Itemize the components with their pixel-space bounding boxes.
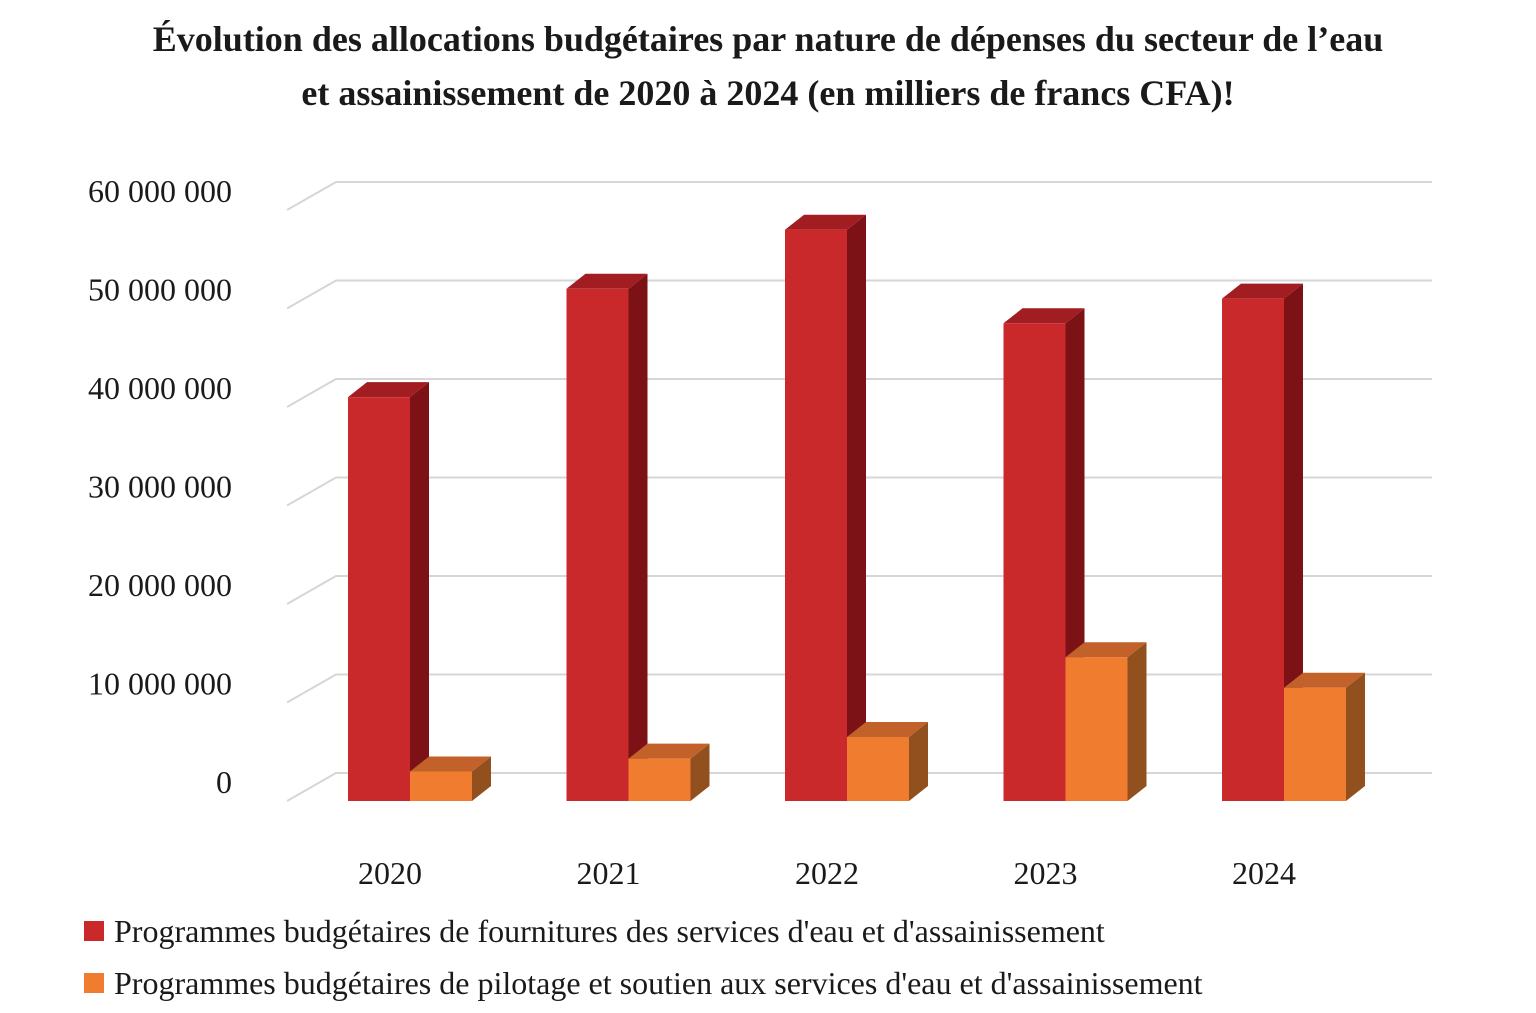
chart-title: Évolution des allocations budgétaires pa… (0, 12, 1536, 120)
bar-2024-series-2 (1284, 672, 1365, 801)
bar-top-2022-series-2 (847, 721, 928, 737)
bar-top-2020-series-1 (348, 382, 429, 398)
bar-front-2024-series-2 (1284, 687, 1346, 801)
bar-front-2022-series-1 (785, 229, 847, 801)
bar-top-2021-series-2 (628, 743, 710, 759)
y-axis: 0 10 000 000 20 000 000 30 000 000 40 000 00… (88, 173, 232, 800)
legend-item-series-1: Programmes budgétaires de fournitures de… (84, 905, 1203, 957)
bar-top-2024-series-2 (1284, 672, 1365, 688)
legend-label-series-1: Programmes budgétaires de fournitures de… (114, 913, 1105, 949)
bar-2021-series-1 (566, 273, 648, 801)
bar-top-2022-series-1 (785, 214, 866, 230)
bars (348, 214, 1365, 801)
bar-front-2021-series-2 (628, 758, 691, 801)
bar-side-2022-series-1 (847, 214, 866, 801)
bar-front-2024-series-1 (1222, 298, 1284, 801)
x-tick-label-2020: 2020 (358, 855, 422, 891)
legend-swatch-series-2 (84, 973, 104, 993)
bar-top-2020-series-2 (410, 756, 491, 772)
bar-top-2023-series-2 (1065, 642, 1147, 658)
bar-top-2021-series-1 (566, 273, 648, 289)
y-tick-label-1: 10 000 000 (88, 666, 232, 702)
y-tick-label-4: 40 000 000 (88, 370, 232, 406)
bar-2022-series-2 (847, 721, 928, 801)
bar-side-2020-series-1 (410, 382, 429, 801)
x-axis: 2020 2021 2022 2023 2024 (358, 855, 1296, 891)
x-tick-label-2024: 2024 (1232, 855, 1296, 891)
bar-side-2021-series-2 (690, 743, 710, 801)
legend-swatch-series-1 (84, 921, 104, 941)
bar-side-2022-series-2 (909, 721, 928, 801)
x-tick-label-2023: 2023 (1014, 855, 1078, 891)
legend: Programmes budgétaires de fournitures de… (84, 905, 1203, 1009)
bar-side-2023-series-2 (1127, 642, 1147, 801)
y-tick-label-3: 30 000 000 (88, 469, 232, 505)
bar-side-2024-series-2 (1346, 672, 1365, 801)
x-tick-label-2021: 2021 (577, 855, 641, 891)
bar-top-2023-series-1 (1003, 308, 1085, 324)
bar-front-2023-series-2 (1065, 657, 1128, 801)
bar-2020-series-2 (410, 756, 491, 801)
y-tick-label-2: 20 000 000 (88, 567, 232, 603)
bar-side-2021-series-1 (628, 273, 648, 801)
bar-2021-series-2 (628, 743, 710, 801)
x-tick-label-2022: 2022 (795, 855, 859, 891)
bar-front-2023-series-1 (1003, 323, 1066, 801)
bar-front-2020-series-1 (348, 397, 410, 801)
bar-front-2021-series-1 (566, 288, 629, 801)
bar-2020-series-1 (348, 382, 429, 801)
gridline-5 (286, 279, 1432, 310)
legend-item-series-2: Programmes budgétaires de pilotage et so… (84, 957, 1203, 1009)
y-tick-label-6: 60 000 000 (88, 173, 232, 209)
bar-front-2020-series-2 (410, 771, 472, 801)
bar-top-2024-series-1 (1222, 283, 1303, 299)
y-tick-label-5: 50 000 000 (88, 272, 232, 308)
bar-side-2024-series-1 (1284, 283, 1303, 801)
bar-2023-series-2 (1065, 642, 1147, 801)
legend-label-series-2: Programmes budgétaires de pilotage et so… (114, 965, 1203, 1001)
bar-side-2020-series-2 (472, 756, 491, 801)
gridline-6 (286, 181, 1432, 211)
y-tick-label-0: 0 (216, 764, 232, 800)
chart-title-line-2: et assainissement de 2020 à 2024 (en mil… (301, 73, 1235, 113)
bar-2024-series-1 (1222, 283, 1303, 801)
chart-title-line-1: Évolution des allocations budgétaires pa… (152, 19, 1384, 59)
bar-2022-series-1 (785, 214, 866, 801)
bar-front-2022-series-2 (847, 736, 909, 801)
